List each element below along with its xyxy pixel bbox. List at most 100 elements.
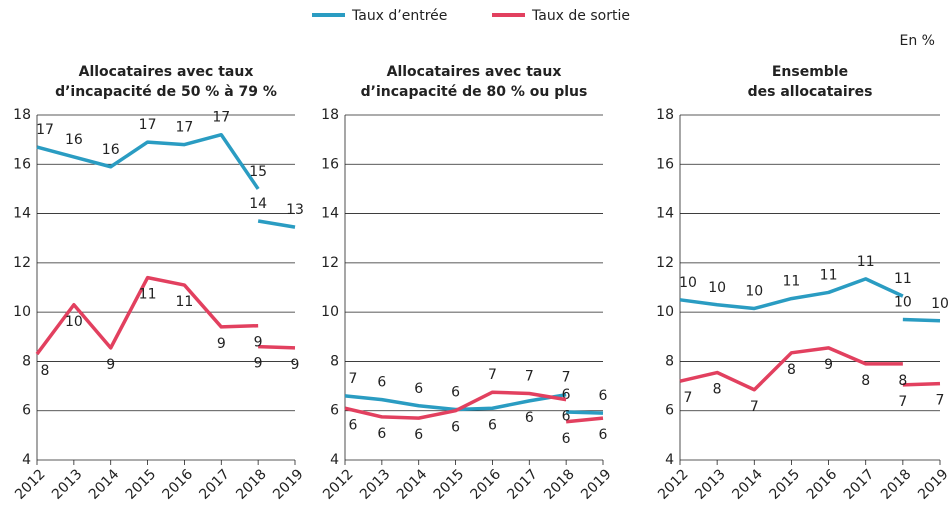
x-tick-label: 2019 <box>270 466 307 503</box>
data-label: 10 <box>931 296 949 312</box>
panel-title: d’incapacité de 80 % ou plus <box>361 84 588 100</box>
data-label: 7 <box>562 370 571 386</box>
series-line <box>902 317 941 323</box>
y-tick-label: 10 <box>13 304 31 320</box>
data-label: 7 <box>750 399 759 415</box>
x-tick-label: 2015 <box>431 466 468 503</box>
x-tick-label: 2016 <box>804 466 841 503</box>
data-label: 9 <box>824 357 833 373</box>
y-tick-label: 4 <box>330 452 339 468</box>
y-tick-label: 18 <box>321 107 339 123</box>
data-label: 9 <box>254 356 263 372</box>
series-line <box>258 344 296 350</box>
data-label: 6 <box>451 420 460 436</box>
series-line <box>679 277 904 311</box>
x-tick-label: 2017 <box>841 466 878 503</box>
panel-title: des allocataires <box>748 84 873 100</box>
x-tick-label: 2014 <box>729 466 766 503</box>
y-tick-label: 16 <box>321 156 339 172</box>
data-label: 9 <box>291 357 300 373</box>
x-tick-label: 2012 <box>12 466 49 503</box>
x-tick-label: 2016 <box>468 466 505 503</box>
data-label: 14 <box>249 196 267 212</box>
y-tick-label: 8 <box>665 353 674 369</box>
y-tick-label: 10 <box>656 304 674 320</box>
data-label: 10 <box>894 295 912 311</box>
x-tick-label: 2013 <box>692 466 729 503</box>
data-label: 10 <box>65 314 83 330</box>
data-label: 13 <box>286 202 304 218</box>
series-line <box>344 390 567 420</box>
series-line <box>902 381 941 387</box>
data-label: 8 <box>861 373 870 389</box>
legend-label: Taux de sortie <box>531 8 630 24</box>
data-label: 6 <box>414 427 423 443</box>
data-label: 16 <box>65 132 83 148</box>
series-line <box>35 275 259 356</box>
data-label: 11 <box>783 274 801 290</box>
panel-title: Ensemble <box>772 64 848 80</box>
data-label: 6 <box>377 375 386 391</box>
data-label: 6 <box>562 387 571 403</box>
panel-title: d’incapacité de 50 % à 79 % <box>55 84 277 100</box>
series-line <box>565 416 604 424</box>
data-label: 8 <box>41 363 50 379</box>
y-tick-label: 12 <box>321 255 339 271</box>
data-label: 17 <box>176 120 194 136</box>
data-label: 8 <box>787 362 796 378</box>
data-label: 11 <box>857 254 875 270</box>
y-tick-label: 18 <box>656 107 674 123</box>
data-label: 10 <box>679 275 697 291</box>
panel-title: Allocataires avec taux <box>387 64 562 80</box>
data-label: 10 <box>708 280 726 296</box>
panel-title: Allocataires avec taux <box>79 64 254 80</box>
x-tick-label: 2015 <box>123 466 160 503</box>
data-label: 7 <box>488 367 497 383</box>
data-label: 6 <box>451 384 460 400</box>
data-label: 8 <box>898 373 907 389</box>
data-label: 9 <box>106 357 115 373</box>
x-tick-label: 2016 <box>160 466 197 503</box>
x-tick-label: 2017 <box>196 466 233 503</box>
x-tick-label: 2017 <box>504 466 541 503</box>
y-tick-label: 12 <box>656 255 674 271</box>
data-label: 11 <box>139 287 157 303</box>
data-label: 11 <box>894 271 912 287</box>
x-tick-label: 2015 <box>767 466 804 503</box>
data-label: 7 <box>936 393 945 409</box>
data-label: 6 <box>349 417 358 433</box>
data-label: 8 <box>713 382 722 398</box>
data-label: 17 <box>139 117 157 133</box>
data-label: 6 <box>562 431 571 447</box>
data-label: 15 <box>249 164 267 180</box>
data-label: 17 <box>212 110 230 126</box>
x-tick-label: 2013 <box>49 466 86 503</box>
series-line <box>679 346 903 392</box>
x-tick-label: 2018 <box>233 466 270 503</box>
data-label: 16 <box>102 142 120 158</box>
y-tick-label: 4 <box>665 452 674 468</box>
data-label: 6 <box>599 388 608 404</box>
data-label: 6 <box>377 426 386 442</box>
data-label: 11 <box>820 267 838 283</box>
x-tick-label: 2014 <box>86 466 123 503</box>
x-tick-label: 2013 <box>357 466 394 503</box>
x-tick-label: 2019 <box>578 466 615 503</box>
y-tick-label: 6 <box>22 403 31 419</box>
data-label: 7 <box>684 390 693 406</box>
y-tick-label: 16 <box>13 156 31 172</box>
data-label: 6 <box>488 417 497 433</box>
data-label: 10 <box>745 283 763 299</box>
data-label: 9 <box>217 336 226 352</box>
series-line <box>36 132 260 190</box>
data-label: 6 <box>599 427 608 443</box>
y-tick-label: 4 <box>22 452 31 468</box>
data-label: 6 <box>414 381 423 397</box>
data-label: 6 <box>562 409 571 425</box>
y-tick-label: 8 <box>330 353 339 369</box>
data-label: 9 <box>254 335 263 351</box>
legend-label: Taux d’entrée <box>351 8 447 24</box>
x-tick-label: 2012 <box>655 466 692 503</box>
series-line <box>566 410 604 415</box>
